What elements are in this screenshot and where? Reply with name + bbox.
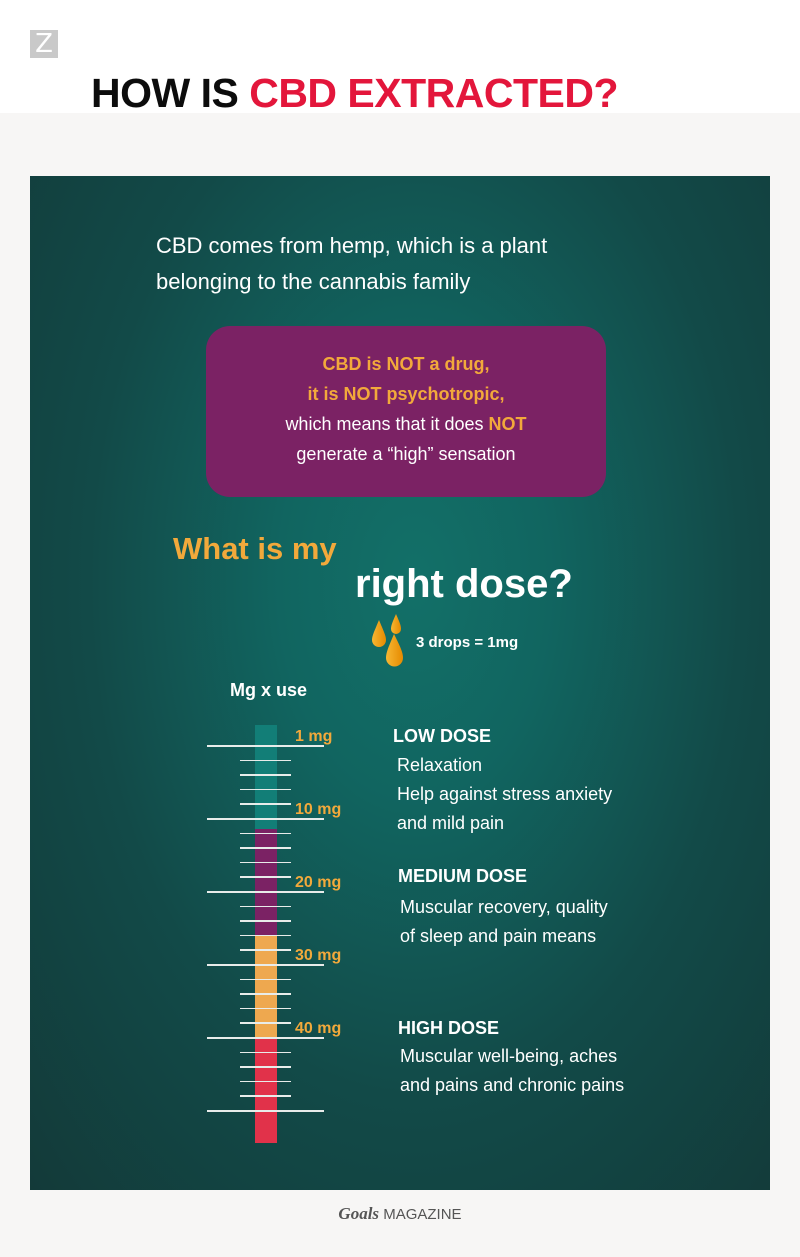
scale-minor-tick — [240, 876, 291, 878]
scale-label: 30 mg — [295, 947, 342, 964]
callout-line: it is NOT psychotropic, — [307, 384, 505, 404]
dose-title-high: HIGH DOSE — [398, 1018, 500, 1038]
dose-desc-medium: Muscular recovery, quality of sleep and … — [400, 893, 608, 951]
page-title: HOW IS CBD EXTRACTED? — [91, 70, 619, 117]
scale-major-tick — [207, 745, 324, 747]
oil-drops-icon — [372, 614, 403, 667]
dose-line: of sleep and pain means — [400, 926, 597, 946]
scale-major-tick — [207, 891, 324, 893]
scale-major-tick — [207, 818, 324, 820]
scale-minor-tick — [240, 978, 291, 981]
scale-minor-tick — [240, 847, 291, 849]
scale-minor-tick — [240, 1066, 291, 1068]
scale-minor-tick — [240, 788, 291, 791]
callout-line: which means that it does NOT — [206, 409, 606, 439]
dose-title-low: LOW DOSE — [393, 726, 491, 746]
scale-minor-tick — [240, 1022, 291, 1024]
callout-line: CBD is NOT a drug, — [322, 354, 490, 374]
scale-label: 40 mg — [295, 1020, 342, 1037]
scale-minor-tick — [240, 1051, 291, 1054]
scale-minor-tick — [240, 920, 291, 922]
scale-label: 10 mg — [295, 801, 342, 818]
callout-emphasis: NOT — [488, 414, 527, 434]
scale-minor-tick — [240, 759, 291, 762]
scale-major-tick — [207, 1037, 324, 1039]
scale-minor-tick — [240, 1095, 291, 1097]
title-part2: CBD EXTRACTED? — [249, 70, 619, 116]
scale-minor-tick — [240, 803, 291, 805]
scale-minor-tick — [240, 905, 291, 908]
callout-text: which means that it does — [285, 414, 489, 434]
callout-line: generate a “high” sensation — [296, 444, 516, 464]
footer-brand: Goals MAGAZINE — [0, 1204, 800, 1224]
scale-minor-tick — [240, 861, 291, 864]
scale-segment-high-red — [255, 1038, 277, 1143]
scale-label: 20 mg — [295, 874, 342, 891]
question-part2: right dose? — [355, 562, 573, 606]
dose-line: Muscular recovery, quality — [400, 897, 608, 917]
scale-minor-tick — [240, 949, 291, 951]
dose-line: and mild pain — [397, 813, 505, 833]
dose-line: Muscular well-being, aches — [400, 1046, 618, 1066]
title-part1: HOW IS — [91, 70, 250, 116]
scale-segment-high-orange — [255, 935, 277, 1038]
scale-minor-tick — [240, 774, 291, 776]
dose-line: and pains and chronic pains — [400, 1075, 625, 1095]
dose-title-medium: MEDIUM DOSE — [398, 866, 528, 886]
scale-label: 1 mg — [295, 728, 333, 745]
intro-text: CBD comes from hemp, which is a plant be… — [156, 233, 548, 294]
scale-segment-medium — [255, 829, 277, 935]
scale-major-tick — [207, 1110, 324, 1112]
dose-desc-high: Muscular well-being, aches and pains and… — [400, 1042, 624, 1100]
scale-minor-tick — [240, 1080, 291, 1083]
scale-minor-tick — [240, 993, 291, 995]
scale-minor-tick — [240, 832, 291, 835]
dose-line: Help against stress anxiety — [397, 784, 613, 804]
dose-desc-low: Relaxation Help against stress anxiety a… — [397, 751, 612, 838]
scale-major-tick — [207, 964, 324, 966]
infographic-panel: CBD comes from hemp, which is a plant be… — [30, 176, 770, 1190]
scale-segment-low — [255, 725, 277, 829]
drops-label: 3 drops = 1mg — [416, 634, 519, 651]
scale-minor-tick — [240, 934, 291, 937]
site-logo[interactable]: Z — [30, 30, 58, 58]
question-part1: What is my — [173, 531, 337, 566]
dose-line: Relaxation — [397, 755, 483, 775]
footer-brand-name: Goals — [338, 1204, 380, 1223]
footer-brand-suffix: MAGAZINE — [379, 1206, 462, 1223]
header: Z HOW IS CBD EXTRACTED? — [0, 0, 800, 116]
callout-box: CBD is NOT a drug, it is NOT psychotropi… — [206, 326, 606, 497]
scale-title: Mg x use — [230, 680, 308, 700]
scale-minor-tick — [240, 1007, 291, 1010]
